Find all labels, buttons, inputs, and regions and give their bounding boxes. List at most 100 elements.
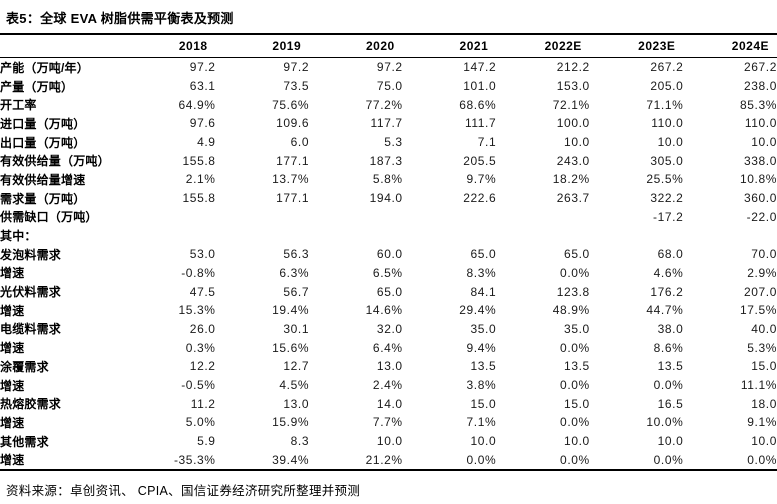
cell-value: 10.8% <box>739 172 777 187</box>
cell-value <box>309 226 403 245</box>
cell-value: 32.0 <box>376 321 403 336</box>
row-label: 光伏料需求 <box>0 285 62 300</box>
table-row: 增速 -35.3% 39.4% 21.2% 0.0% 0.0% 0.0% 0.0% <box>0 450 777 470</box>
cell-value: 4.5% <box>279 378 310 393</box>
row-label: 进口量（万吨） <box>0 116 86 131</box>
row-label: 电缆料需求 <box>0 322 62 337</box>
cell-value: 111.7 <box>465 116 497 131</box>
table-row: 涂覆需求 12.2 12.7 13.0 13.5 13.5 13.5 15.0 <box>0 357 777 376</box>
cell-value: 48.9% <box>552 303 590 318</box>
cell-value: 9.4% <box>466 340 497 355</box>
cell-value: 18.2% <box>552 172 590 187</box>
row-label: 产量（万吨） <box>0 79 74 94</box>
row-label: 其他需求 <box>0 434 49 449</box>
cell-value: 2.4% <box>372 378 403 393</box>
table-row: 产量（万吨） 63.1 73.5 75.0 101.0 153.0 205.0 238.0 <box>0 77 777 96</box>
table-row: 其中： <box>0 226 777 245</box>
cell-value: 7.1 <box>477 135 497 150</box>
row-label: 增速 <box>0 266 25 281</box>
cell-value: 212.2 <box>556 60 590 75</box>
cell-value: 15.3% <box>178 303 216 318</box>
cell-value: 147.2 <box>463 60 497 75</box>
cell-value: 63.1 <box>189 79 216 94</box>
cell-value <box>122 226 216 245</box>
header-corner-cell <box>0 34 122 58</box>
cell-value: 8.3 <box>290 434 310 449</box>
cell-value: 84.1 <box>470 284 497 299</box>
cell-value: 0.0% <box>560 265 590 280</box>
header-row: 2018 2019 2020 2021 2022E 2023E 2024E <box>0 34 777 58</box>
cell-value: 26.0 <box>189 321 216 336</box>
cell-value: 9.7% <box>466 172 497 187</box>
cell-value: 72.1% <box>552 97 590 112</box>
cell-value: 13.0 <box>283 396 310 411</box>
cell-value: 0.0% <box>653 378 684 393</box>
cell-value: 73.5 <box>283 79 310 94</box>
cell-value: 97.2 <box>189 60 216 75</box>
cell-value: 100.0 <box>556 116 590 131</box>
cell-value: 153.0 <box>556 79 590 94</box>
supply-demand-table: 2018 2019 2020 2021 2022E 2023E 2024E 产能（万吨/年）… <box>0 33 777 472</box>
cell-value: 97.2 <box>283 60 310 75</box>
row-label: 产能（万吨/年） <box>0 60 89 75</box>
cell-value: 10.0 <box>564 434 590 449</box>
cell-value: 4.6% <box>653 265 684 280</box>
cell-value: 222.6 <box>463 191 497 206</box>
table-row: 热熔胶需求 11.2 13.0 14.0 15.0 15.0 16.5 18.0 <box>0 394 777 413</box>
cell-value: 85.3% <box>739 97 777 112</box>
cell-value: 11.2 <box>190 396 216 411</box>
cell-value: -17.2 <box>653 209 684 224</box>
cell-value: 101.0 <box>463 79 497 94</box>
cell-value: 7.7% <box>372 415 403 430</box>
year-column-header: 2019 <box>215 34 310 58</box>
cell-value: 6.3% <box>279 265 310 280</box>
cell-value: 2.9% <box>747 265 777 280</box>
cell-value: 305.0 <box>650 153 684 168</box>
cell-value: 13.7% <box>272 172 310 187</box>
cell-value: 29.4% <box>459 303 497 318</box>
cell-value: 12.7 <box>283 359 310 374</box>
row-label: 热熔胶需求 <box>0 397 62 412</box>
cell-value: 60.0 <box>376 247 403 262</box>
cell-value: 75.6% <box>272 97 310 112</box>
cell-value: 177.1 <box>276 153 310 168</box>
cell-value <box>590 226 684 245</box>
cell-value: 65.0 <box>470 247 497 262</box>
cell-value: 0.0% <box>653 452 684 467</box>
cell-value: 12.2 <box>189 359 216 374</box>
cell-value: 6.0 <box>290 135 310 150</box>
cell-value: 19.4% <box>272 303 310 318</box>
cell-value <box>122 208 216 227</box>
cell-value: 64.9% <box>178 97 216 112</box>
cell-value: 15.9% <box>272 415 310 430</box>
cell-value: -35.3% <box>173 452 216 467</box>
table-row: 光伏料需求 47.5 56.7 65.0 84.1 123.8 176.2 207.0 <box>0 282 777 301</box>
cell-value: 7.1% <box>466 415 497 430</box>
row-label: 增速 <box>0 453 25 468</box>
cell-value: 194.0 <box>369 191 403 206</box>
cell-value: 10.0 <box>751 434 777 449</box>
cell-value: 155.8 <box>182 191 216 206</box>
cell-value <box>403 226 497 245</box>
cell-value: 267.2 <box>650 60 684 75</box>
table-row: 有效供给量增速 2.1% 13.7% 5.8% 9.7% 18.2% 25.5% 10.8% <box>0 170 777 189</box>
year-column-header: 2022E <box>496 34 590 58</box>
cell-value: 6.4% <box>372 340 403 355</box>
cell-value: 177.1 <box>276 191 310 206</box>
cell-value: 65.0 <box>564 247 590 262</box>
cell-value: 25.5% <box>646 172 684 187</box>
cell-value: 39.4% <box>272 452 310 467</box>
row-label: 其中： <box>0 229 37 244</box>
cell-value <box>216 208 310 227</box>
row-label: 供需缺口（万吨） <box>0 210 98 225</box>
cell-value: 21.2% <box>365 452 403 467</box>
cell-value: 5.3% <box>747 340 777 355</box>
year-column-header: 2018 <box>122 34 216 58</box>
row-label: 出口量（万吨） <box>0 135 86 150</box>
table-row: 电缆料需求 26.0 30.1 32.0 35.0 35.0 38.0 40.0 <box>0 320 777 339</box>
row-label: 增速 <box>0 415 25 430</box>
source-note: 资料来源：卓创资讯、 CPIA、国信证券经济研究所整理并预测 <box>6 484 361 499</box>
cell-value <box>403 208 497 227</box>
cell-value: 207.0 <box>743 284 777 299</box>
